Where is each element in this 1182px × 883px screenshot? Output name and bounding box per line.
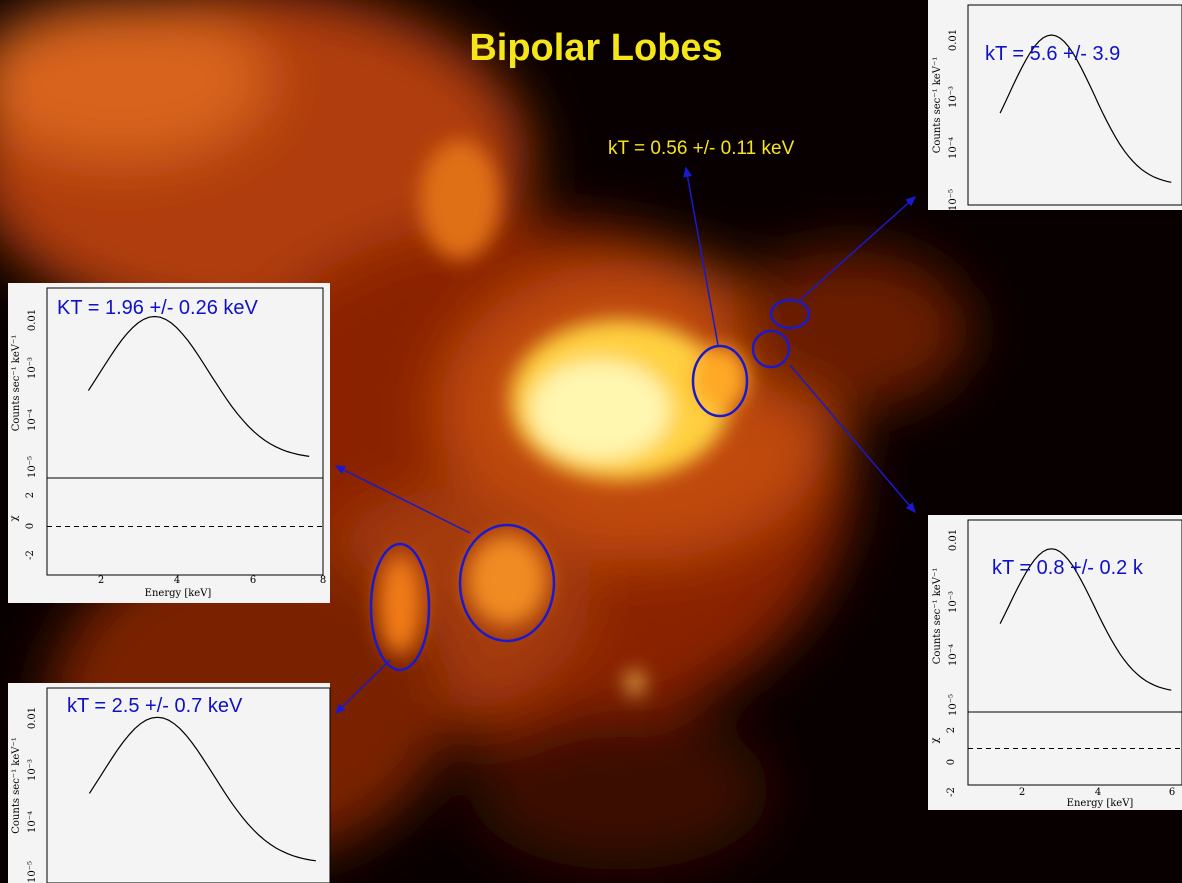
inset-background	[928, 0, 1182, 210]
spectrum-inset: 2 0 -2 χ 2 4 6 8 Energy [keV] 0.01 10⁻³ 10⁻⁴ 10⁻⁵ Cou…	[8, 283, 330, 603]
residual-tick-label: 2	[946, 727, 957, 733]
y-tick-label: 10⁻⁵	[948, 189, 959, 211]
x-axis-label: Energy [keV]	[145, 588, 212, 599]
residual-axis-label: χ	[930, 737, 941, 743]
residual-tick-label: -2	[946, 787, 957, 797]
residual-tick-label: -2	[25, 550, 36, 560]
temperature-label: kT = 0.8 +/- 0.2 k	[992, 557, 1144, 579]
temperature-label: kT = 2.5 +/- 0.7 keV	[67, 695, 243, 717]
y-tick-label: 10⁻⁵	[27, 861, 38, 883]
x-tick-label: 8	[320, 575, 326, 586]
x-tick-label: 2	[98, 575, 104, 586]
residual-tick-label: 2	[25, 492, 36, 498]
residual-axis-label: χ	[9, 515, 20, 521]
x-tick-label: 6	[250, 575, 256, 586]
x-tick-label: 4	[1095, 787, 1101, 798]
y-tick-label: 10⁻⁴	[27, 811, 38, 833]
inset-background	[8, 283, 330, 603]
y-tick-label: 10⁻³	[948, 86, 959, 108]
y-tick-label: 10⁻³	[27, 759, 38, 781]
spectrum-inset: 0.01 10⁻³ 10⁻⁴ 10⁻⁵ Counts sec⁻¹ keV⁻¹ kT = 5…	[928, 0, 1182, 211]
spectrum-inset: 0.01 10⁻³ 10⁻⁴ 10⁻⁵ Counts sec⁻¹ keV⁻¹ kT = 2…	[8, 683, 330, 883]
y-tick-label: 0.01	[948, 529, 959, 551]
y-tick-label: 10⁻⁵	[948, 694, 959, 716]
slide-title: Bipolar Lobes	[469, 27, 722, 69]
residual-tick-label: 0	[25, 523, 36, 529]
x-tick-label: 2	[1019, 787, 1025, 798]
annotation: kT = 0.56 +/- 0.11 keV	[608, 138, 795, 159]
y-tick-label: 10⁻³	[27, 357, 38, 379]
y-tick-label: 10⁻³	[948, 591, 959, 613]
slide: Bipolar Lobes kT = 0.56 +/- 0.11 keV 2 0 -…	[0, 0, 1182, 883]
temperature-label: KT = 1.96 +/- 0.26 keV	[57, 297, 259, 319]
y-axis-label: Counts sec⁻¹ keV⁻¹	[932, 568, 943, 664]
y-axis-label: Counts sec⁻¹ keV⁻¹	[11, 737, 22, 833]
residual-tick-label: 0	[946, 759, 957, 765]
y-tick-label: 10⁻⁴	[948, 644, 959, 666]
y-tick-label: 10⁻⁴	[948, 137, 959, 159]
y-tick-label: 0.01	[948, 29, 959, 51]
x-tick-label: 6	[1169, 787, 1175, 798]
x-axis-label: Energy [keV]	[1067, 798, 1134, 809]
y-tick-label: 0.01	[27, 707, 38, 729]
y-axis-label: Counts sec⁻¹ keV⁻¹	[11, 335, 22, 431]
y-axis-label: Counts sec⁻¹ keV⁻¹	[932, 57, 943, 153]
temperature-label: kT = 5.6 +/- 3.9	[985, 43, 1120, 65]
page: {"title":"Bipolar Lobes", "annotation":"…	[0, 0, 1182, 883]
y-tick-label: 10⁻⁵	[27, 456, 38, 478]
y-tick-label: 10⁻⁴	[27, 409, 38, 431]
x-tick-label: 4	[174, 575, 180, 586]
y-tick-label: 0.01	[27, 309, 38, 331]
